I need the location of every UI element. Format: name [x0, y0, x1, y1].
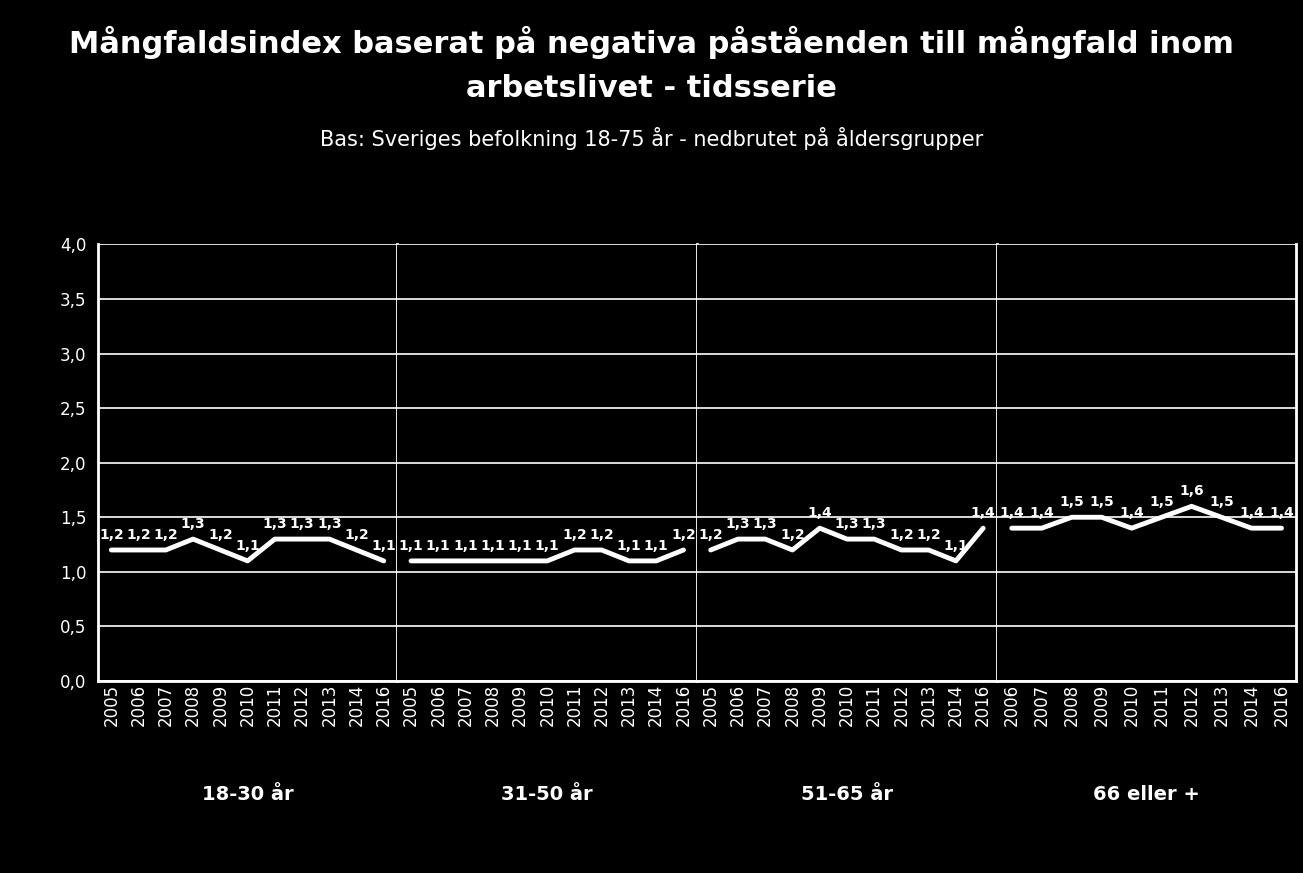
- Text: 1,3: 1,3: [262, 517, 287, 531]
- Text: 18-30 år: 18-30 år: [202, 785, 293, 804]
- Text: 1,1: 1,1: [453, 539, 478, 553]
- Text: Bas: Sveriges befolkning 18-75 år - nedbrutet på åldersgrupper: Bas: Sveriges befolkning 18-75 år - nedb…: [319, 127, 984, 149]
- Text: 1,1: 1,1: [644, 539, 668, 553]
- Text: 1,1: 1,1: [399, 539, 423, 553]
- Text: 1,5: 1,5: [1209, 495, 1234, 509]
- Text: Mångfaldsindex baserat på negativa påståenden till mångfald inom: Mångfaldsindex baserat på negativa påstå…: [69, 26, 1234, 59]
- Text: 1,4: 1,4: [1119, 505, 1144, 519]
- Text: 1,4: 1,4: [1029, 505, 1054, 519]
- Text: 1,1: 1,1: [508, 539, 533, 553]
- Text: 1,4: 1,4: [971, 505, 995, 519]
- Text: 1,4: 1,4: [1269, 505, 1294, 519]
- Text: 1,3: 1,3: [317, 517, 341, 531]
- Text: 66 eller +: 66 eller +: [1093, 785, 1200, 804]
- Text: 1,3: 1,3: [835, 517, 859, 531]
- Text: arbetslivet - tidsserie: arbetslivet - tidsserie: [466, 74, 837, 103]
- Text: 1,2: 1,2: [780, 527, 805, 541]
- Text: 1,1: 1,1: [481, 539, 506, 553]
- Text: 1,2: 1,2: [671, 527, 696, 541]
- Text: 1,5: 1,5: [1149, 495, 1174, 509]
- Text: 1,4: 1,4: [808, 505, 833, 519]
- Text: 1,1: 1,1: [236, 539, 259, 553]
- Text: 1,4: 1,4: [999, 505, 1024, 519]
- Text: 1,1: 1,1: [616, 539, 641, 553]
- Text: 1,2: 1,2: [889, 527, 913, 541]
- Text: 1,1: 1,1: [943, 539, 968, 553]
- Text: 1,2: 1,2: [916, 527, 941, 541]
- Text: 1,4: 1,4: [1239, 505, 1264, 519]
- Text: 1,5: 1,5: [1089, 495, 1114, 509]
- Text: 1,2: 1,2: [344, 527, 369, 541]
- Text: 1,2: 1,2: [698, 527, 723, 541]
- Text: 1,5: 1,5: [1059, 495, 1084, 509]
- Text: 1,3: 1,3: [753, 517, 778, 531]
- Text: 1,2: 1,2: [126, 527, 151, 541]
- Text: 1,2: 1,2: [589, 527, 614, 541]
- Text: 31-50 år: 31-50 år: [502, 785, 593, 804]
- Text: 1,3: 1,3: [726, 517, 751, 531]
- Text: 1,2: 1,2: [154, 527, 179, 541]
- Text: 1,3: 1,3: [181, 517, 206, 531]
- Text: 1,2: 1,2: [99, 527, 124, 541]
- Text: 1,3: 1,3: [289, 517, 314, 531]
- Text: 1,3: 1,3: [861, 517, 886, 531]
- Text: 1,1: 1,1: [536, 539, 559, 553]
- Text: 51-65 år: 51-65 år: [801, 785, 893, 804]
- Text: 1,1: 1,1: [371, 539, 396, 553]
- Text: 1,2: 1,2: [562, 527, 586, 541]
- Text: 1,1: 1,1: [426, 539, 451, 553]
- Text: 1,2: 1,2: [208, 527, 233, 541]
- Text: 1,6: 1,6: [1179, 484, 1204, 498]
